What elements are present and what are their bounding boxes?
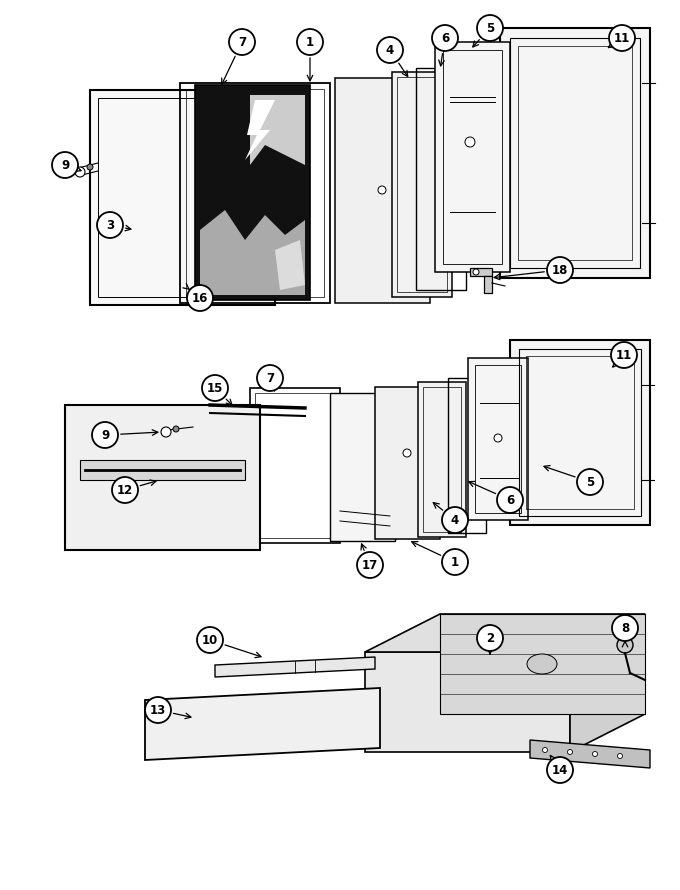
Circle shape [187,285,213,311]
Circle shape [202,375,228,401]
Text: 8: 8 [621,621,629,635]
Circle shape [145,697,171,723]
Circle shape [577,469,603,495]
Polygon shape [570,614,645,752]
Polygon shape [510,340,650,525]
Circle shape [497,487,523,513]
Polygon shape [470,268,492,276]
Circle shape [465,137,475,147]
Circle shape [442,507,468,533]
Circle shape [442,549,468,575]
Text: 5: 5 [486,21,494,35]
Text: 5: 5 [586,475,594,489]
Polygon shape [335,78,430,303]
Circle shape [378,186,386,194]
Circle shape [52,152,78,178]
Text: 1: 1 [306,36,314,48]
Circle shape [592,751,598,756]
Polygon shape [440,614,645,714]
Text: 9: 9 [61,158,69,172]
Circle shape [547,757,573,783]
Text: 13: 13 [150,703,166,716]
Text: 15: 15 [207,382,223,394]
Text: 10: 10 [202,634,218,646]
Text: 7: 7 [238,36,246,48]
Polygon shape [275,240,305,290]
Polygon shape [484,276,492,293]
Polygon shape [65,405,260,550]
Polygon shape [392,72,452,297]
Circle shape [92,422,118,448]
Polygon shape [530,740,650,768]
Circle shape [377,37,403,63]
Polygon shape [365,652,570,752]
Text: 7: 7 [266,371,274,384]
Polygon shape [245,100,275,160]
Circle shape [477,625,503,651]
Circle shape [173,426,179,432]
Polygon shape [250,95,305,165]
Polygon shape [215,657,375,677]
Polygon shape [365,614,645,652]
Polygon shape [435,42,510,272]
Circle shape [494,434,502,442]
Polygon shape [195,85,310,300]
Text: 1: 1 [451,555,459,569]
Circle shape [543,748,547,753]
Text: 18: 18 [551,263,568,277]
Polygon shape [90,90,275,305]
Circle shape [75,167,85,177]
Circle shape [161,427,171,437]
Circle shape [87,164,93,170]
Circle shape [477,15,503,41]
Circle shape [229,29,255,55]
Circle shape [432,25,458,51]
Circle shape [617,637,633,653]
Text: 6: 6 [506,493,514,506]
Circle shape [297,29,323,55]
Text: 6: 6 [441,31,449,44]
Text: 16: 16 [192,292,208,304]
Circle shape [612,615,638,641]
Circle shape [357,552,383,578]
Polygon shape [375,387,440,539]
Circle shape [568,749,573,755]
Circle shape [609,25,635,51]
Text: 4: 4 [451,514,459,527]
Polygon shape [200,210,305,295]
Text: 14: 14 [551,764,568,776]
Circle shape [112,477,138,503]
Circle shape [197,627,223,653]
Polygon shape [330,393,395,541]
Polygon shape [80,460,245,480]
Polygon shape [500,28,650,278]
Circle shape [473,269,479,275]
Circle shape [97,212,123,238]
Circle shape [403,449,411,457]
Circle shape [257,365,283,391]
Text: 12: 12 [117,483,133,497]
Text: 11: 11 [614,31,630,44]
Polygon shape [145,688,380,760]
Circle shape [547,257,573,283]
Ellipse shape [527,654,557,674]
Circle shape [617,754,622,758]
Text: 17: 17 [362,559,378,571]
Text: 2: 2 [486,632,494,644]
Polygon shape [468,358,528,520]
Circle shape [611,342,637,368]
Text: 9: 9 [101,428,109,441]
Text: 3: 3 [106,219,114,231]
Text: 11: 11 [616,349,632,361]
Polygon shape [418,382,466,537]
Text: 4: 4 [386,44,394,56]
